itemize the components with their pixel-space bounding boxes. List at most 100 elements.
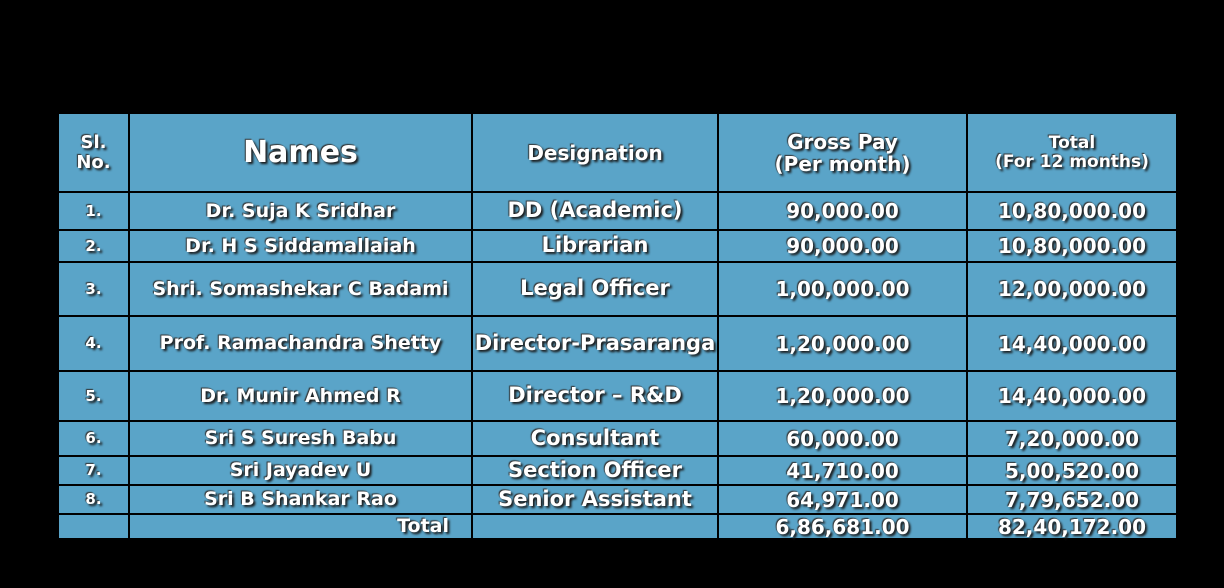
table-cell: 41,710.00 (719, 457, 966, 484)
table-cell-text: DD (Academic) (507, 198, 683, 223)
table-cell-text: 7,79,652.00 (1004, 487, 1140, 512)
table-cell: 14,40,000.00 (968, 372, 1176, 420)
table-cell-text: Sri Jayadev U (229, 459, 372, 482)
table-cell: 12,00,000.00 (968, 263, 1176, 315)
header-cell-text: Names (243, 135, 358, 170)
table-cell: DD (Academic) (473, 193, 717, 229)
table-cell-text: Director-Prasaranga (474, 330, 716, 355)
table-cell: 1,00,000.00 (719, 263, 966, 315)
table-cell: 4. (59, 317, 128, 370)
table-cell: 7. (59, 457, 128, 484)
table-cell-text: Prof. Ramachandra Shetty (159, 332, 442, 355)
table-cell-text: 2. (85, 236, 102, 255)
table-cell: 60,000.00 (719, 422, 966, 455)
table-cell-text: 6. (85, 429, 102, 448)
table-cell: Consultant (473, 422, 717, 455)
table-cell-text: 12,00,000.00 (997, 277, 1147, 301)
table-cell: Sri Jayadev U (130, 457, 471, 484)
table-cell-text: 10,80,000.00 (997, 199, 1147, 223)
table-cell-text: 14,40,000.00 (997, 331, 1147, 356)
table-cell-text: Senior Assistant (498, 486, 692, 511)
table-cell: Prof. Ramachandra Shetty (130, 317, 471, 370)
table-cell: Director – R&D (473, 372, 717, 420)
table-cell-text: Dr. Munir Ahmed R (200, 384, 401, 407)
table-cell: 14,40,000.00 (968, 317, 1176, 370)
table-cell-text: 3. (85, 279, 102, 298)
table-cell: 8. (59, 486, 128, 513)
table-cell (59, 515, 128, 538)
table-cell-text: 90,000.00 (786, 234, 899, 258)
table-cell-text: 1. (85, 201, 102, 220)
table-cell-text: 1,00,000.00 (775, 277, 910, 301)
total-gross-pay: 6,86,681.00 (719, 515, 966, 538)
table-cell: Shri. Somashekar C Badami (130, 263, 471, 315)
table-cell-text: Section Officer (507, 457, 683, 482)
table-cell-text: 7. (85, 461, 102, 480)
table-cell: 6. (59, 422, 128, 455)
table-cell-text: Sri B Shankar Rao (204, 488, 397, 511)
table-cell: Dr. Suja K Sridhar (130, 193, 471, 229)
table-cell: 1,20,000.00 (719, 372, 966, 420)
table-cell-text: Dr. Suja K Sridhar (205, 199, 396, 222)
table-cell-text: 5. (85, 386, 102, 405)
table-cell-text: Consultant (530, 425, 660, 450)
table-cell-text: Librarian (541, 233, 649, 258)
table-cell: Director-Prasaranga (473, 317, 717, 370)
table-cell-text: 1,20,000.00 (775, 384, 910, 408)
total-label-text: Total (397, 515, 449, 538)
table-cell: Senior Assistant (473, 486, 717, 513)
table-cell-text: 4. (85, 334, 102, 353)
table-cell: 5,00,520.00 (968, 457, 1176, 484)
table-cell: 1,20,000.00 (719, 317, 966, 370)
table-cell (473, 515, 717, 538)
total-annual-text: 82,40,172.00 (997, 514, 1147, 539)
table-cell-text: 41,710.00 (786, 458, 899, 483)
table-cell: 90,000.00 (719, 193, 966, 229)
total-label: Total (130, 515, 471, 538)
header-cell: Sl. No. (59, 114, 128, 191)
table-cell-text: 10,80,000.00 (997, 234, 1147, 258)
header-cell: Gross Pay (Per month) (719, 114, 966, 191)
table-cell: 10,80,000.00 (968, 193, 1176, 229)
table-cell-text: Shri. Somashekar C Badami (152, 277, 449, 300)
table-cell: Section Officer (473, 457, 717, 484)
table-cell-text: Legal Officer (520, 276, 670, 301)
table-cell-text: Director – R&D (508, 383, 682, 408)
table-cell: 90,000.00 (719, 231, 966, 261)
table-cell: Legal Officer (473, 263, 717, 315)
header-cell-text: Total (For 12 months) (995, 132, 1149, 172)
table-cell-text: 14,40,000.00 (997, 384, 1147, 408)
header-cell: Total (For 12 months) (968, 114, 1176, 191)
table-cell-text: 1,20,000.00 (775, 331, 910, 356)
table-cell-text: 5,00,520.00 (1004, 458, 1140, 483)
header-cell: Designation (473, 114, 717, 191)
table-cell: 7,20,000.00 (968, 422, 1176, 455)
table-cell: 3. (59, 263, 128, 315)
table-cell-text: 7,20,000.00 (1004, 426, 1140, 451)
table-cell: Sri B Shankar Rao (130, 486, 471, 513)
header-cell-text: Sl. No. (76, 131, 111, 173)
total-gross-pay-text: 6,86,681.00 (775, 514, 910, 539)
total-annual: 82,40,172.00 (968, 515, 1176, 538)
table-cell-text: 60,000.00 (786, 426, 899, 451)
table-cell-text: Dr. H S Siddamallaiah (185, 234, 416, 257)
table-cell-text: 8. (85, 490, 102, 509)
table-cell: Dr. Munir Ahmed R (130, 372, 471, 420)
header-cell-text: Designation (527, 140, 663, 165)
table-cell: 7,79,652.00 (968, 486, 1176, 513)
header-cell: Names (130, 114, 471, 191)
table-cell: 1. (59, 193, 128, 229)
table-cell: Dr. H S Siddamallaiah (130, 231, 471, 261)
table-cell: Sri S Suresh Babu (130, 422, 471, 455)
table-cell-text: 64,971.00 (786, 487, 899, 512)
table-cell: Librarian (473, 231, 717, 261)
table-cell-text: Sri S Suresh Babu (204, 427, 397, 450)
table-cell: 2. (59, 231, 128, 261)
table-cell-text: 90,000.00 (786, 199, 899, 223)
table-cell: 5. (59, 372, 128, 420)
header-cell-text: Gross Pay (Per month) (774, 129, 911, 176)
table-cell: 10,80,000.00 (968, 231, 1176, 261)
table-cell: 64,971.00 (719, 486, 966, 513)
salary-table: Sl. No. Names Designation Gross Pay (Per mo… (57, 112, 1176, 538)
